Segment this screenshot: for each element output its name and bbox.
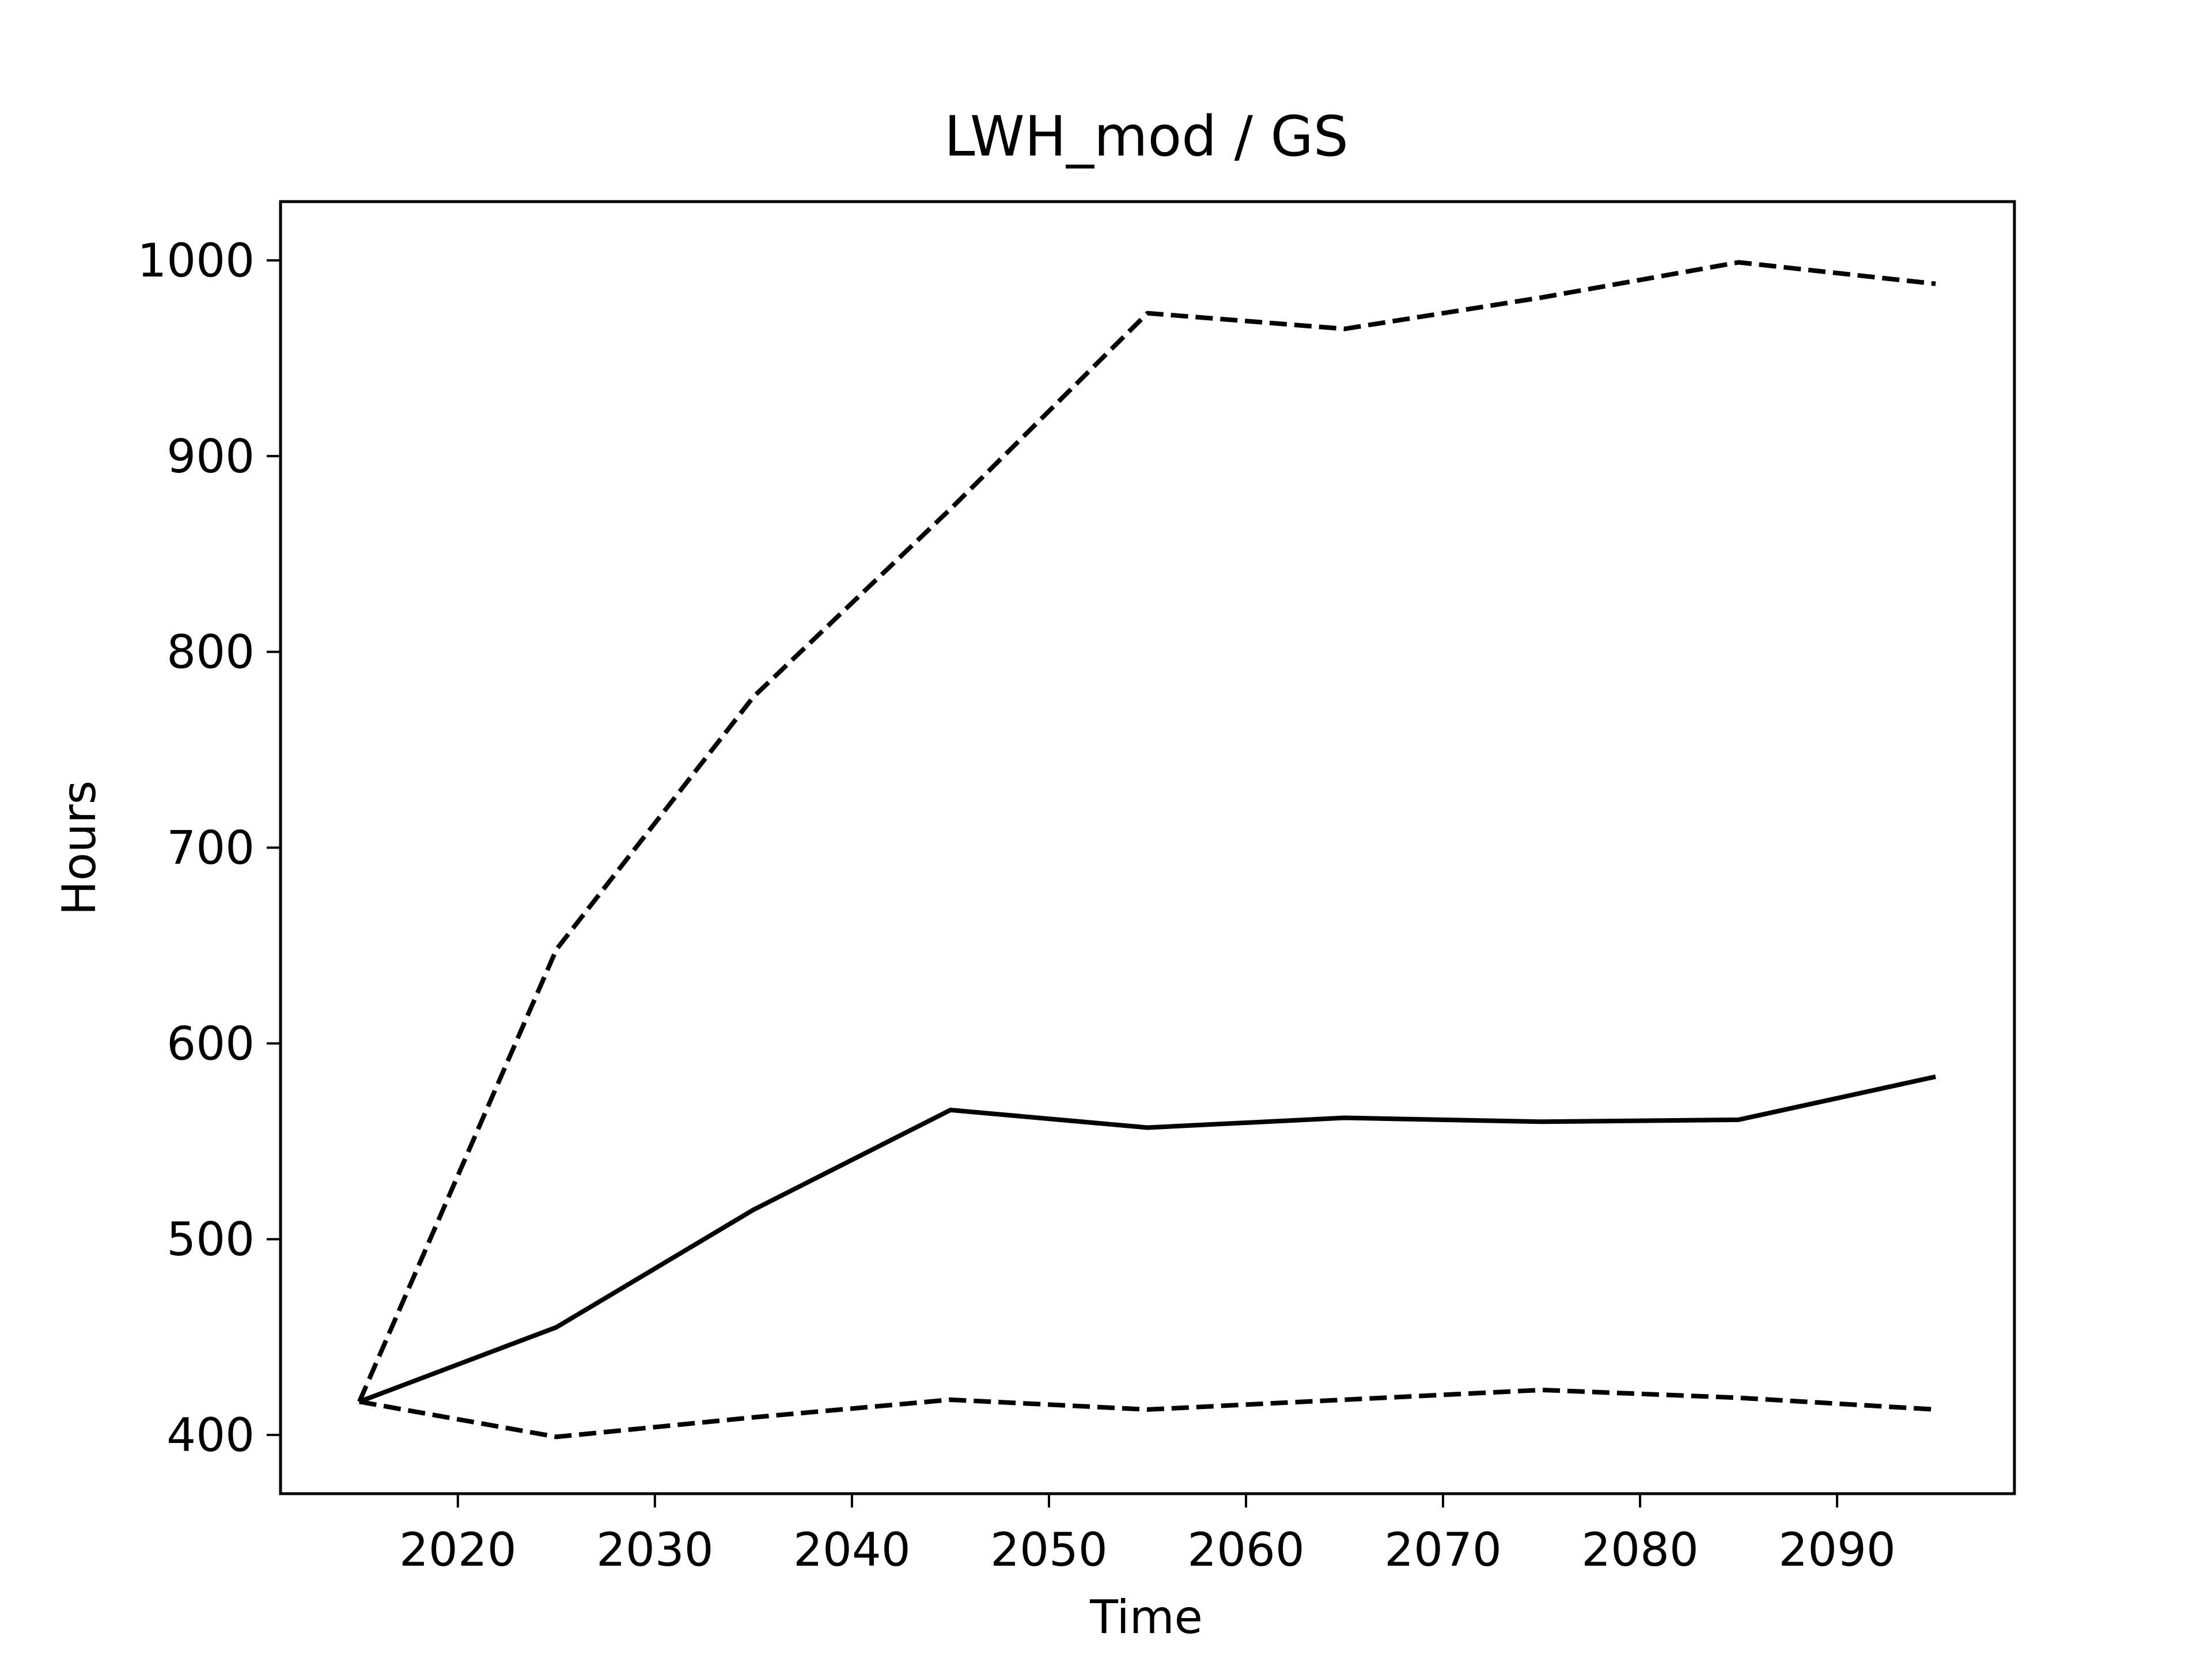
x-axis-label: Time xyxy=(1089,1590,1203,1644)
y-tick-label-400: 400 xyxy=(166,1408,255,1462)
axes-frame xyxy=(279,200,2016,1495)
x-tick-label-2020: 2020 xyxy=(399,1523,517,1577)
x-tick-label-2050: 2050 xyxy=(990,1523,1108,1577)
x-tick-label-2040: 2040 xyxy=(793,1523,911,1577)
x-tick-label-2060: 2060 xyxy=(1187,1523,1305,1577)
x-tick-label-2070: 2070 xyxy=(1384,1523,1502,1577)
y-tick-label-900: 900 xyxy=(166,430,255,483)
y-axis-label: Hours xyxy=(52,781,106,915)
y-tick-label-600: 600 xyxy=(166,1017,255,1070)
chart-title: LWH_mod / GS xyxy=(944,104,1349,169)
series-mean-line xyxy=(358,1074,1937,1404)
y-tick-label-1000: 1000 xyxy=(137,234,255,287)
series-lower-dashed-line xyxy=(359,1387,1936,1440)
y-tick-label-800: 800 xyxy=(166,626,255,679)
plot-area: 2020 2030 2040 2050 2060 2070 2080 2090 400 500 60… xyxy=(137,234,1937,1577)
x-tick-label-2080: 2080 xyxy=(1581,1523,1699,1577)
y-tick-label-700: 700 xyxy=(166,821,255,875)
x-tick-label-2030: 2030 xyxy=(596,1523,714,1577)
y-tick-label-500: 500 xyxy=(166,1213,255,1266)
x-tick-label-2090: 2090 xyxy=(1778,1523,1896,1577)
series-upper-dashed-line xyxy=(357,260,1936,1403)
